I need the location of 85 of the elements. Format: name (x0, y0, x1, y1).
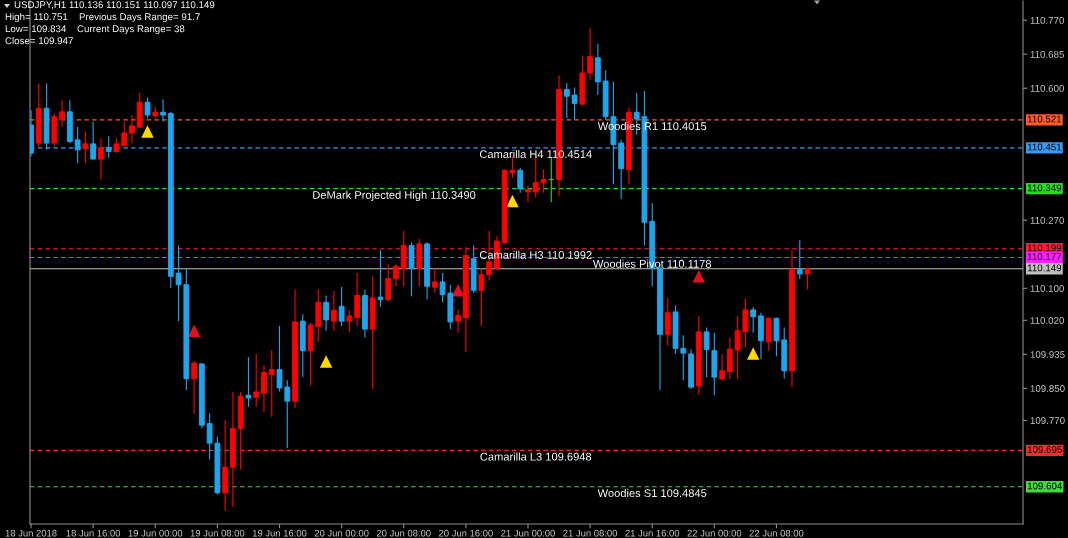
candlestick (400, 230, 407, 287)
candlestick (664, 297, 671, 347)
candlestick (338, 286, 345, 327)
candlestick (82, 130, 89, 164)
y-tick-label: 109.935 (1030, 351, 1065, 358)
point (746, 347, 760, 360)
candlestick (796, 239, 803, 280)
candlestick (517, 167, 524, 194)
x-tick-label: 21 Jun 00:00 (501, 529, 555, 537)
candlestick (323, 294, 329, 332)
point (451, 284, 465, 297)
y-tick-label: 109.850 (1030, 385, 1065, 392)
annotation: Camarilla L3 109.6948 (480, 452, 592, 461)
y-tick-label: 110.270 (1030, 217, 1064, 224)
candlestick (765, 316, 772, 352)
candlestick (587, 27, 593, 81)
x-tick-label: 19 Jun 00:00 (128, 529, 183, 537)
candlestick (354, 272, 361, 327)
candlestick (105, 135, 112, 159)
candlestick (455, 308, 461, 334)
ref-line-label: 110.349 (1027, 184, 1062, 192)
candlestick (160, 98, 166, 123)
annotation: Woodies S1 109.4845 (597, 488, 707, 498)
point (692, 270, 706, 283)
candlestick (268, 349, 275, 418)
annotation: Current Days Range= 38 (77, 25, 185, 35)
point (319, 355, 333, 368)
x-tick-label: 20 Jun 08:00 (376, 529, 431, 537)
x-tick-label: 22 Jun 08:00 (749, 529, 804, 537)
point (187, 324, 201, 337)
candlestick (377, 249, 384, 308)
y-tick-label: 110.020 (1030, 317, 1064, 324)
candlestick (261, 364, 267, 413)
ref-line-label: 110.149 (1027, 264, 1062, 272)
candlestick (98, 137, 104, 181)
ref-line-label: 109.604 (1027, 482, 1063, 490)
x-tick-label: 21 Jun 08:00 (563, 529, 618, 537)
candlestick (408, 241, 415, 297)
x-tick-label: 18 Jun 2018 (5, 529, 57, 537)
candlestick (385, 263, 392, 302)
annotation: High= 110.751 (5, 13, 68, 23)
candlestick (703, 326, 710, 378)
candlestick (90, 120, 97, 161)
y-tick-label: 110.770 (1030, 16, 1064, 24)
ref-line-label: 109.695 (1027, 446, 1062, 453)
candlestick (563, 82, 570, 119)
candlestick (253, 353, 260, 408)
candlestick (571, 86, 578, 121)
x-tick-label: 20 Jun 00:00 (314, 529, 369, 537)
candlestick (191, 360, 197, 415)
point (141, 125, 154, 138)
candlestick (726, 336, 733, 380)
y-tick-label: 110.600 (1030, 84, 1064, 92)
x-tick-label: 19 Jun 08:00 (190, 529, 245, 537)
x-tick-label: 20 Jun 16:00 (439, 529, 493, 537)
x-tick-label: 21 Jun 16:00 (625, 529, 680, 537)
candlestick (59, 99, 65, 128)
candlestick (393, 263, 399, 287)
ref-line-label: 110.521 (1027, 115, 1062, 123)
candlestick (245, 356, 252, 408)
y-tick-label: 109.770 (1030, 417, 1065, 424)
candlestick (478, 267, 485, 327)
y-tick-label: 110.100 (1030, 285, 1064, 292)
candlestick (719, 353, 726, 381)
candlestick (431, 267, 438, 294)
candlestick (346, 309, 353, 333)
candlestick (525, 185, 531, 203)
y-tick-label: 110.685 (1030, 50, 1064, 58)
point (506, 194, 519, 208)
x-tick-label: 19 Jun 16:00 (252, 529, 307, 537)
ref-line-label: 110.451 (1027, 143, 1062, 151)
annotation: DeMark Projected High 110.3490 (313, 190, 476, 202)
ref-line-label: 110.199 (1027, 244, 1062, 252)
candlestick (74, 126, 81, 164)
candlestick (129, 114, 135, 144)
x-tick-label: 18 Jun 16:00 (66, 529, 121, 537)
annotation: Previous Days Range= 91.7 (79, 13, 200, 23)
candlestick (144, 96, 151, 119)
ref-line-label: 110.177 (1027, 253, 1062, 261)
annotation: Close= 109.947 (5, 37, 73, 45)
candlestick (750, 306, 757, 334)
annotation: Low= 109.834 (5, 25, 67, 33)
candlestick (330, 290, 337, 332)
x-tick-label: 22 Jun 00:00 (687, 529, 742, 537)
chart-title: USDJPY,H1 110.136 110.151 110.097 110.149 (14, 1, 215, 10)
